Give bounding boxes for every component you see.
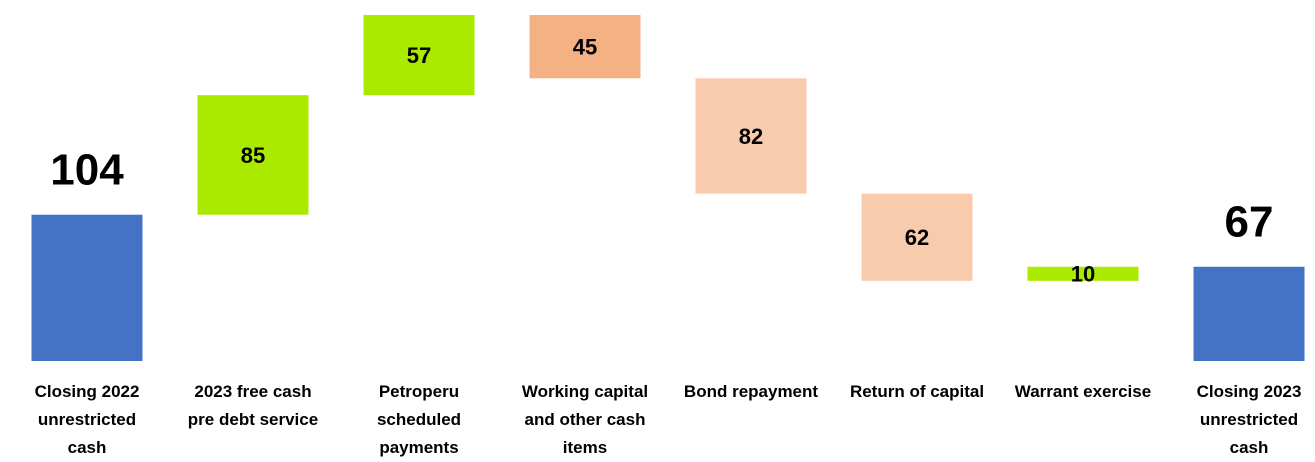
category-label: Bond repayment [683,382,819,401]
category-label: Closing 2023 unrestricted cash [1196,382,1302,457]
bar [861,193,973,281]
bar [31,214,143,361]
category-label: Petroperu scheduled payments [376,382,462,457]
category-label: Return of capital [849,382,985,401]
category-label: Working capital and other cash items [521,382,649,457]
value-label: 85 [241,143,265,168]
value-label: 10 [1071,262,1095,287]
category-label: 2023 free cash pre debt service [187,382,319,429]
value-label: 45 [573,34,597,59]
bar [529,15,641,79]
bar [1027,266,1139,281]
bar [197,95,309,215]
value-label: 62 [905,225,929,250]
value-label: 82 [739,124,763,149]
bar [695,78,807,194]
total-label: 104 [50,145,124,194]
bar [363,15,475,96]
category-label: Closing 2022 unrestricted cash [34,382,140,457]
total-label: 67 [1225,197,1274,246]
category-label: Warrant exercise [1014,382,1152,401]
bar [1193,266,1305,361]
value-label: 57 [407,43,431,68]
